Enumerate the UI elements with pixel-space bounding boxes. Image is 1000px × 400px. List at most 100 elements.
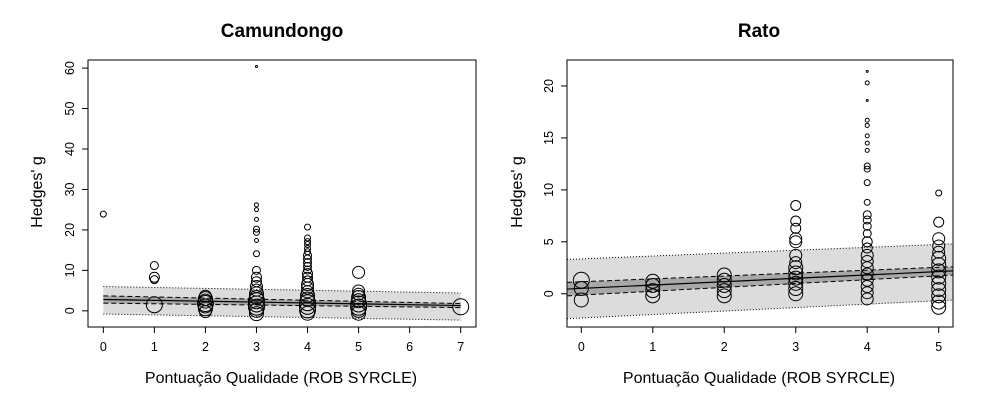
prediction-limit-upper	[103, 286, 461, 294]
data-point	[351, 289, 367, 305]
y-tick-label: 15	[542, 131, 556, 145]
data-point	[716, 277, 732, 293]
data-point	[253, 237, 259, 243]
data-point	[789, 256, 803, 270]
data-point	[351, 305, 367, 321]
data-point	[252, 250, 260, 258]
data-point	[931, 257, 947, 273]
x-axis-label: Pontuação Qualidade (ROB SYRCLE)	[145, 370, 417, 387]
data-point	[197, 301, 213, 317]
data-point	[931, 250, 947, 266]
data-point	[645, 277, 661, 293]
x-tick-label: 1	[649, 340, 656, 354]
y-tick-label: 30	[63, 182, 77, 196]
data-point	[864, 147, 870, 153]
data-point	[863, 198, 871, 206]
data-point	[196, 295, 214, 313]
y-tick-label: 50	[63, 102, 77, 116]
data-point	[790, 215, 802, 227]
panel-camundongo: Camundongo Pontuação Qualidade (ROB SYRC…	[29, 21, 477, 387]
data-point	[645, 288, 661, 304]
panel-title: Camundongo	[221, 21, 343, 42]
confidence-band	[103, 295, 461, 308]
y-tick-label: 20	[63, 223, 77, 237]
confidence-limit-upper	[103, 295, 461, 305]
data-point	[862, 228, 872, 238]
data-point	[788, 265, 804, 281]
data-point	[865, 69, 869, 73]
data-point	[452, 298, 470, 316]
y-tick-label: 10	[63, 263, 77, 277]
data-point	[931, 263, 947, 279]
data-point	[248, 286, 264, 302]
data-point	[862, 210, 872, 220]
data-point	[931, 275, 947, 291]
data-point	[933, 216, 945, 228]
data-point	[303, 261, 313, 271]
plot-area: 0 1 2 3 4 5 6 7 0 10 20 30 40 50 60	[63, 59, 477, 354]
data-point	[862, 215, 872, 225]
data-point	[860, 286, 874, 300]
data-point	[248, 306, 264, 322]
prediction-limit-lower	[103, 313, 461, 321]
data-point	[304, 238, 312, 246]
data-point	[861, 236, 873, 248]
plot-area: 0 1 2 3 4 5 0 5 10 15 20	[542, 59, 954, 354]
data-point	[716, 272, 732, 288]
data-point	[931, 282, 947, 298]
data-point	[931, 288, 947, 304]
data-point	[299, 301, 317, 319]
data-point	[864, 80, 870, 86]
data-point	[197, 293, 213, 309]
data-point	[864, 122, 870, 128]
data-point	[247, 292, 265, 310]
y-tick-label: 10	[542, 183, 556, 197]
data-point	[145, 296, 163, 314]
data-point	[350, 298, 368, 316]
x-tick-label: 1	[151, 340, 158, 354]
data-point	[303, 250, 313, 260]
data-point	[573, 281, 589, 297]
x-tick-label: 7	[457, 340, 464, 354]
data-point	[788, 270, 804, 286]
data-point	[303, 254, 313, 264]
data-point	[149, 261, 159, 271]
data-point	[149, 275, 159, 285]
data-point	[789, 248, 803, 262]
confidence-band	[567, 266, 953, 296]
x-tick-label: 4	[864, 340, 871, 354]
data-point	[99, 210, 107, 218]
data-point	[573, 292, 589, 308]
data-point	[303, 258, 313, 268]
data-point	[863, 165, 871, 173]
data-point	[300, 305, 316, 321]
data-point	[251, 265, 261, 275]
data-point	[350, 295, 368, 313]
y-axis-label: Hedges' g	[509, 156, 526, 228]
data-point	[248, 302, 264, 318]
data-point	[572, 271, 590, 289]
x-tick-label: 5	[935, 340, 942, 354]
data-point	[301, 281, 315, 295]
data-point	[863, 162, 871, 170]
panel-rato: Rato Pontuação Qualidade (ROB SYRCLE) He…	[509, 21, 954, 387]
data-point	[716, 267, 732, 283]
data-point	[864, 133, 870, 139]
y-tick-label: 60	[63, 61, 77, 75]
x-tick-label: 2	[202, 340, 209, 354]
y-tick-label: 40	[63, 142, 77, 156]
x-axis-label: Pontuação Qualidade (ROB SYRCLE)	[623, 370, 895, 387]
data-point	[788, 281, 804, 297]
data-point	[351, 302, 367, 318]
data-point	[931, 269, 947, 285]
data-point	[860, 292, 874, 306]
panel-title: Rato	[738, 21, 780, 42]
x-tick-label: 0	[578, 340, 585, 354]
y-tick-label: 0	[542, 290, 556, 297]
data-point	[716, 283, 732, 299]
x-tick-label: 2	[721, 340, 728, 354]
data-point	[198, 305, 212, 319]
data-point	[252, 228, 260, 236]
data-point	[865, 99, 869, 103]
